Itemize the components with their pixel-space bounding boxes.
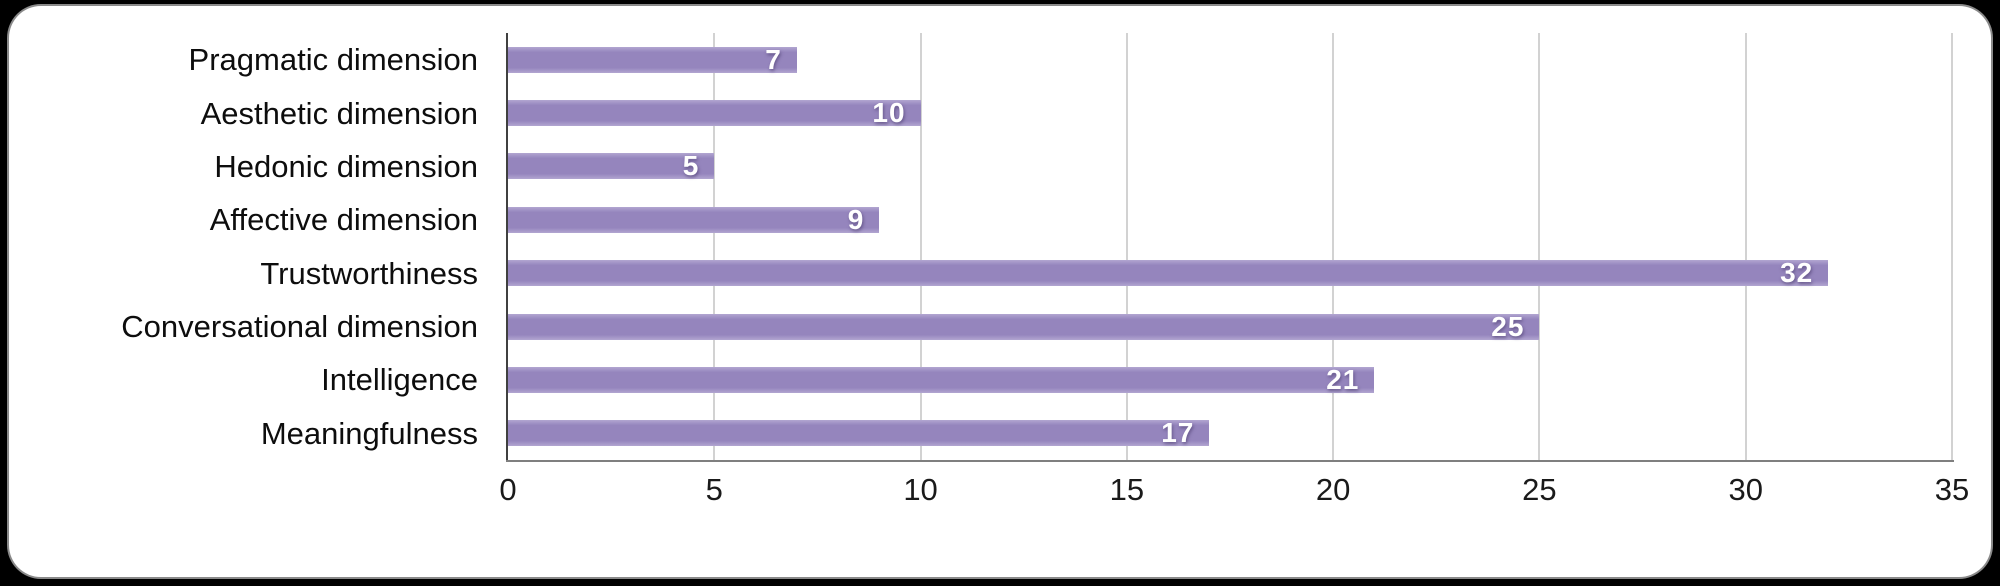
bar-value-label: 10 (872, 97, 906, 129)
gridline-30 (1744, 33, 1747, 460)
category-label-affective-dimension: Affective dimension (209, 202, 478, 238)
bar-value-label: 32 (1780, 257, 1814, 289)
bar-hedonic-dimension: 5 (508, 150, 715, 182)
gridline-35 (1951, 33, 1953, 460)
gridline-10 (919, 33, 922, 460)
y-axis-line (506, 33, 508, 460)
gridline-25 (1538, 33, 1541, 460)
gridline-5 (713, 33, 716, 460)
gridline-15 (1125, 33, 1128, 460)
chart-card (9, 6, 1991, 577)
bar-value-label: 21 (1326, 363, 1360, 395)
bar-aesthetic-dimension: 10 (508, 97, 921, 129)
bar-value-label: 25 (1491, 310, 1525, 342)
bar-trustworthiness: 32 (508, 257, 1829, 289)
x-tick-label-0: 0 (499, 472, 517, 507)
x-tick-label-30: 30 (1728, 472, 1763, 507)
bar-value-label: 17 (1161, 417, 1195, 449)
bar-pragmatic-dimension: 7 (508, 43, 797, 75)
bar-affective-dimension: 9 (508, 203, 880, 235)
category-label-pragmatic-dimension: Pragmatic dimension (188, 42, 478, 78)
plot-area: 7 10 5 9 32 25 21 17 (506, 33, 1954, 462)
x-tick-label-10: 10 (903, 472, 938, 507)
x-tick-label-15: 15 (1109, 472, 1145, 507)
category-label-trustworthiness: Trustworthiness (260, 255, 478, 291)
x-axis-line (506, 460, 1954, 462)
category-label-aesthetic-dimension: Aesthetic dimension (200, 95, 478, 131)
category-label-intelligence: Intelligence (321, 362, 478, 398)
x-tick-label-5: 5 (705, 472, 723, 507)
bar-meaningfulness: 17 (508, 417, 1210, 449)
category-label-meaningfulness: Meaningfulness (260, 415, 478, 451)
bar-conversational-dimension: 25 (508, 310, 1540, 342)
x-tick-label-25: 25 (1522, 472, 1557, 507)
x-tick-label-20: 20 (1315, 472, 1351, 507)
bar-intelligence: 21 (508, 363, 1375, 395)
bar-value-label: 9 (847, 203, 865, 235)
gridline-20 (1332, 33, 1335, 460)
category-label-hedonic-dimension: Hedonic dimension (214, 148, 478, 184)
x-tick-label-35: 35 (1934, 472, 1970, 507)
bar-value-label: 5 (682, 150, 700, 182)
category-label-conversational-dimension: Conversational dimension (121, 309, 478, 345)
bar-value-label: 7 (765, 43, 782, 75)
